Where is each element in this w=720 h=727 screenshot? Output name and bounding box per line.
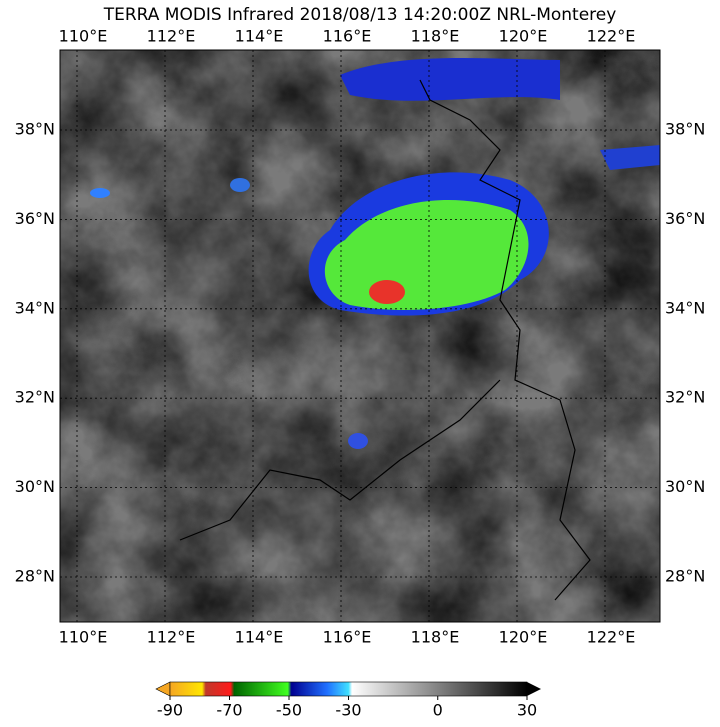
lat-label: 38°N	[665, 120, 705, 139]
lon-label: 122°E	[587, 628, 636, 647]
lat-label: 34°N	[665, 298, 705, 317]
lon-label: 116°E	[323, 27, 372, 46]
lon-label: 110°E	[59, 628, 108, 647]
title: TERRA MODIS Infrared 2018/08/13 14:20:00…	[103, 5, 617, 25]
colorbar-bar	[169, 681, 528, 697]
lat-label: 30°N	[15, 477, 55, 496]
lat-label: 36°N	[15, 209, 55, 228]
lon-label: 122°E	[587, 27, 636, 46]
lon-label: 118°E	[411, 628, 460, 647]
lat-label: 28°N	[15, 567, 55, 586]
colorbar-tick-label: -70	[216, 701, 242, 720]
lat-label: 32°N	[665, 388, 705, 407]
satellite-image	[60, 50, 660, 622]
colorbar-tick-label: -50	[276, 701, 302, 720]
colorbar: -90 -70 -50 -30 0 30	[155, 681, 541, 720]
graticule	[60, 50, 660, 622]
map-frame	[59, 49, 661, 623]
colorbar-tick-label: -90	[157, 701, 183, 720]
colorbar-low-arrow	[155, 681, 171, 697]
lat-label: 32°N	[15, 388, 55, 407]
lon-label: 112°E	[147, 27, 196, 46]
colorbar-tick-label: -30	[335, 701, 361, 720]
lon-label: 114°E	[235, 27, 284, 46]
lon-label: 110°E	[59, 27, 108, 46]
lon-label: 112°E	[147, 628, 196, 647]
lat-label: 36°N	[665, 209, 705, 228]
lon-label: 120°E	[499, 628, 548, 647]
lat-label: 30°N	[665, 477, 705, 496]
lon-label: 120°E	[499, 27, 548, 46]
lon-label: 118°E	[411, 27, 460, 46]
colorbar-tick-label: 0	[433, 701, 443, 720]
lat-label: 28°N	[665, 567, 705, 586]
colorbar-tick-label: 30	[517, 701, 537, 720]
lat-label: 34°N	[15, 298, 55, 317]
lon-label: 116°E	[323, 628, 372, 647]
colorbar-high-arrow	[527, 682, 541, 696]
lat-label: 38°N	[15, 120, 55, 139]
lon-label: 114°E	[235, 628, 284, 647]
